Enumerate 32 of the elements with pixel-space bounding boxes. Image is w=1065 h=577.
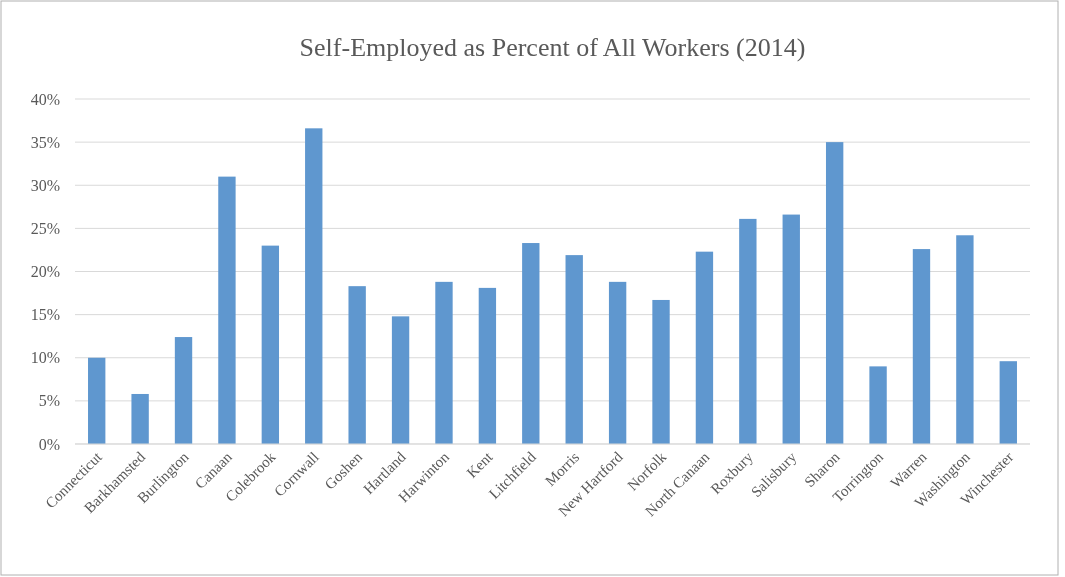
bar (608, 281, 627, 444)
y-tick-label: 10% (30, 349, 60, 367)
bar (522, 243, 540, 444)
bar (478, 287, 497, 444)
y-tick-label: 0% (38, 435, 60, 453)
y-tick-label: 30% (30, 176, 60, 194)
bar (695, 251, 714, 444)
y-tick-label: 15% (30, 306, 60, 324)
bar (218, 176, 236, 444)
bar (956, 235, 974, 444)
chart-title: Self-Employed as Percent of All Workers (2014) (299, 33, 806, 62)
bar (869, 366, 887, 444)
bar (305, 128, 323, 444)
y-tick-label: 40% (30, 90, 60, 108)
y-tick-label: 20% (30, 263, 60, 281)
bar (88, 357, 106, 444)
y-tick-label: 25% (30, 219, 60, 237)
y-tick-label: 35% (30, 133, 60, 151)
bar (999, 361, 1017, 444)
bar (131, 393, 149, 444)
bar (825, 142, 844, 444)
bar (391, 316, 410, 444)
bar (782, 214, 800, 444)
bar (261, 245, 280, 444)
bar (739, 218, 757, 444)
y-tick-label: 5% (38, 392, 60, 410)
bar (174, 337, 193, 444)
bar (348, 286, 366, 444)
bar (435, 281, 453, 444)
bar (912, 249, 931, 444)
bar (652, 299, 670, 444)
bar (565, 255, 583, 444)
